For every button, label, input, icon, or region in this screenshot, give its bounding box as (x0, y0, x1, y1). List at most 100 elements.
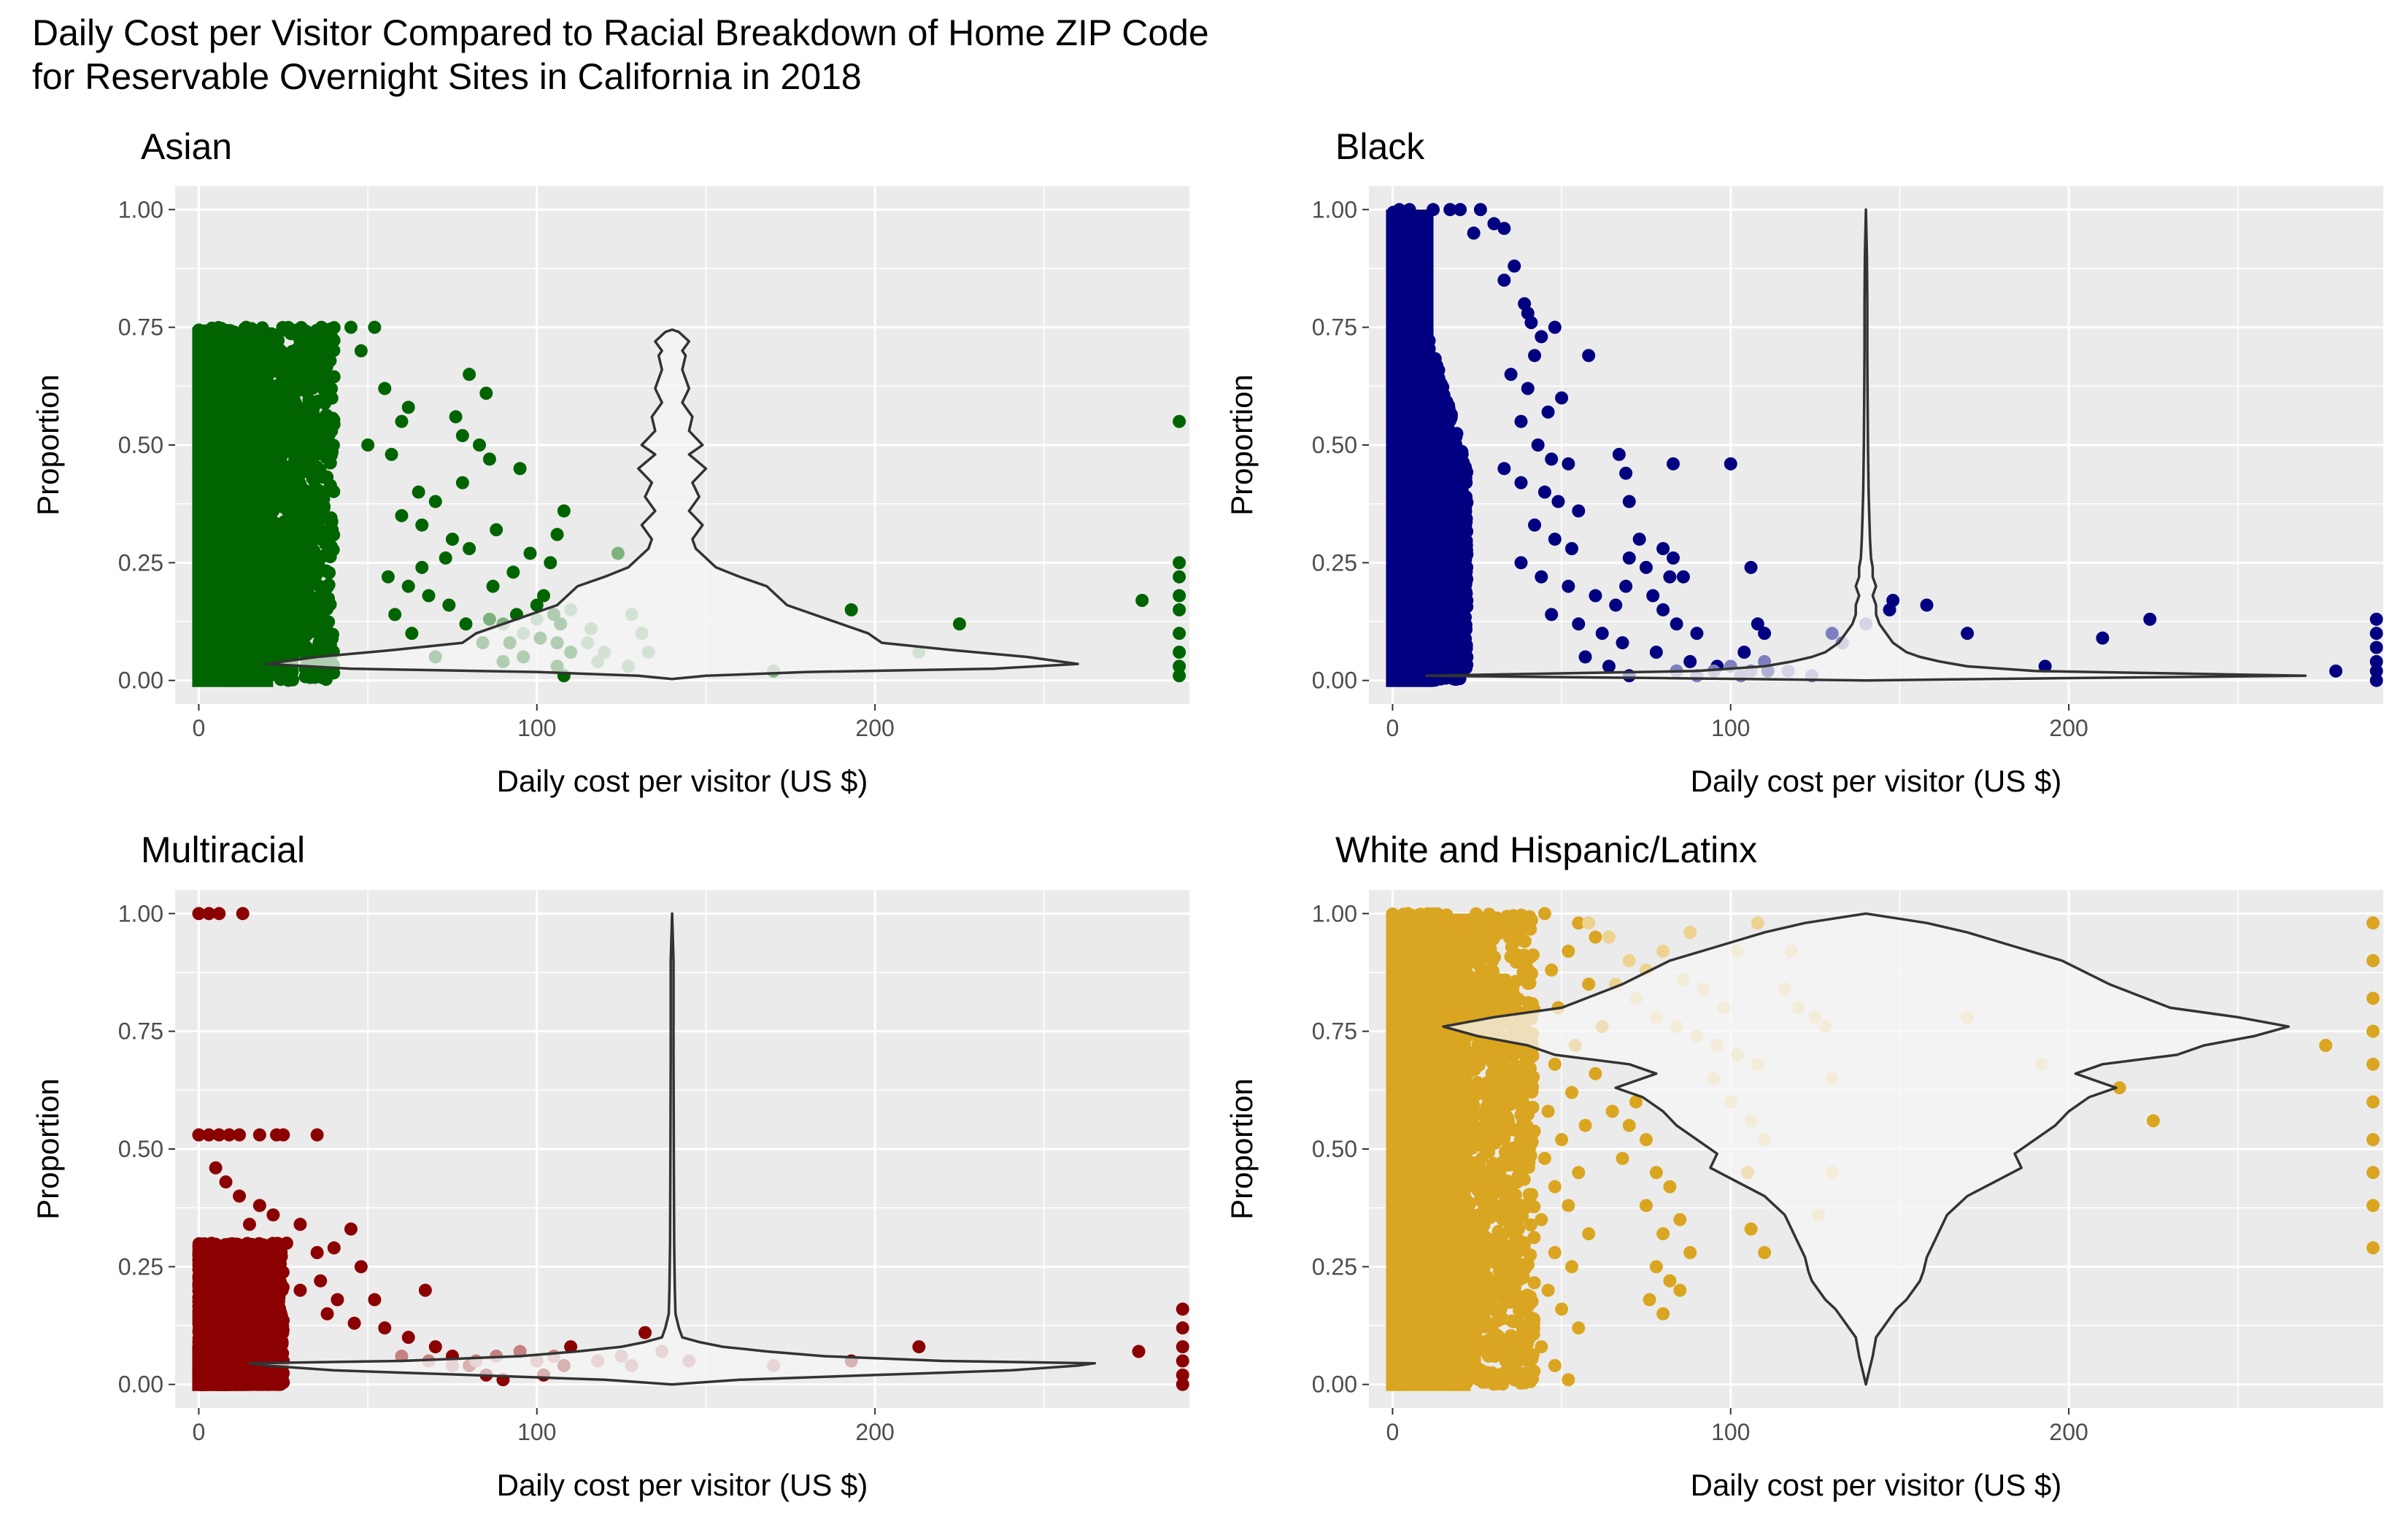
data-point (354, 344, 368, 357)
data-point (513, 462, 527, 476)
data-point (296, 528, 310, 542)
data-point (1173, 414, 1186, 428)
data-point (234, 601, 248, 615)
data-point (225, 565, 239, 579)
y-tick-label: 0.00 (118, 668, 163, 694)
data-point (1173, 646, 1186, 659)
data-point (193, 391, 207, 405)
data-point (271, 419, 285, 433)
data-point (208, 530, 222, 544)
data-point (304, 371, 318, 385)
data-point (248, 453, 262, 467)
data-point (459, 617, 473, 631)
data-point (307, 624, 321, 638)
data-point (313, 509, 327, 523)
data-point (305, 446, 319, 460)
data-point (240, 354, 254, 368)
points (192, 320, 1186, 687)
y-tick-label: 1.00 (118, 196, 163, 223)
data-point (254, 338, 268, 352)
data-point (1458, 599, 1472, 613)
data-point (293, 480, 306, 494)
data-point (368, 320, 382, 334)
data-point (192, 630, 206, 644)
data-point (222, 500, 236, 514)
data-point (312, 579, 326, 593)
data-point (232, 367, 246, 381)
y-tick-label: 0.50 (118, 432, 163, 458)
data-point (415, 560, 429, 574)
data-point (196, 643, 209, 657)
data-point (243, 543, 257, 557)
data-point (201, 539, 215, 553)
data-point (223, 338, 236, 352)
data-point (200, 352, 214, 366)
data-point (319, 443, 333, 457)
data-point (455, 429, 469, 443)
data-point (550, 527, 564, 541)
data-point (537, 589, 551, 603)
data-point (486, 579, 500, 593)
data-point (193, 419, 207, 433)
data-point (306, 500, 320, 514)
data-point (241, 516, 255, 530)
data-point (282, 421, 296, 435)
data-point (212, 581, 226, 595)
data-point (242, 587, 256, 601)
data-point (557, 504, 571, 518)
figure-title-line-2: for Reservable Overnight Sites in Califo… (32, 56, 862, 97)
data-point (324, 539, 338, 553)
data-point (473, 438, 486, 452)
figure-title-line-1: Daily Cost per Visitor Compared to Racia… (32, 12, 1209, 53)
data-point (192, 520, 206, 534)
data-point (1404, 396, 1418, 410)
data-point (227, 590, 241, 604)
data-point (205, 485, 219, 499)
data-point (208, 463, 222, 476)
data-point (231, 615, 245, 629)
y-axis-label: Proportion (31, 374, 65, 516)
data-point (277, 497, 290, 511)
data-point (401, 579, 415, 593)
data-point (259, 368, 273, 382)
panel-black: Black 0.000.250.500.751.000 100 200 Daily … (1224, 126, 2383, 798)
data-point (239, 472, 252, 486)
data-point (193, 592, 207, 606)
data-point (250, 669, 264, 683)
data-point (261, 555, 275, 569)
panel-title: Black (1335, 126, 1425, 167)
data-point (192, 460, 206, 474)
data-point (274, 643, 288, 657)
data-point (266, 383, 279, 397)
y-tick-label: 0.25 (118, 549, 163, 576)
data-point (323, 479, 337, 492)
data-point (202, 663, 216, 677)
data-point (265, 598, 279, 612)
data-point (269, 614, 282, 627)
data-point (214, 557, 228, 571)
data-point (213, 360, 227, 374)
data-point (239, 415, 253, 429)
data-point (442, 598, 456, 612)
data-point (482, 452, 496, 466)
data-point (286, 357, 300, 371)
data-point (1173, 570, 1186, 584)
data-point (378, 382, 392, 395)
axis-ticks: 0.000.250.500.751.000 100 200 (118, 196, 895, 741)
data-point (490, 523, 503, 537)
data-point (218, 411, 232, 425)
data-point (228, 411, 242, 425)
data-point (323, 597, 337, 611)
data-point (415, 518, 429, 532)
data-point (310, 603, 324, 616)
violin-shape (265, 328, 1079, 681)
data-point (1173, 589, 1186, 603)
data-point (307, 544, 321, 558)
data-point (233, 627, 247, 641)
data-point (952, 617, 966, 631)
data-point (220, 652, 234, 666)
data-point (422, 589, 436, 603)
data-point (293, 452, 307, 466)
data-point-light (611, 546, 625, 560)
